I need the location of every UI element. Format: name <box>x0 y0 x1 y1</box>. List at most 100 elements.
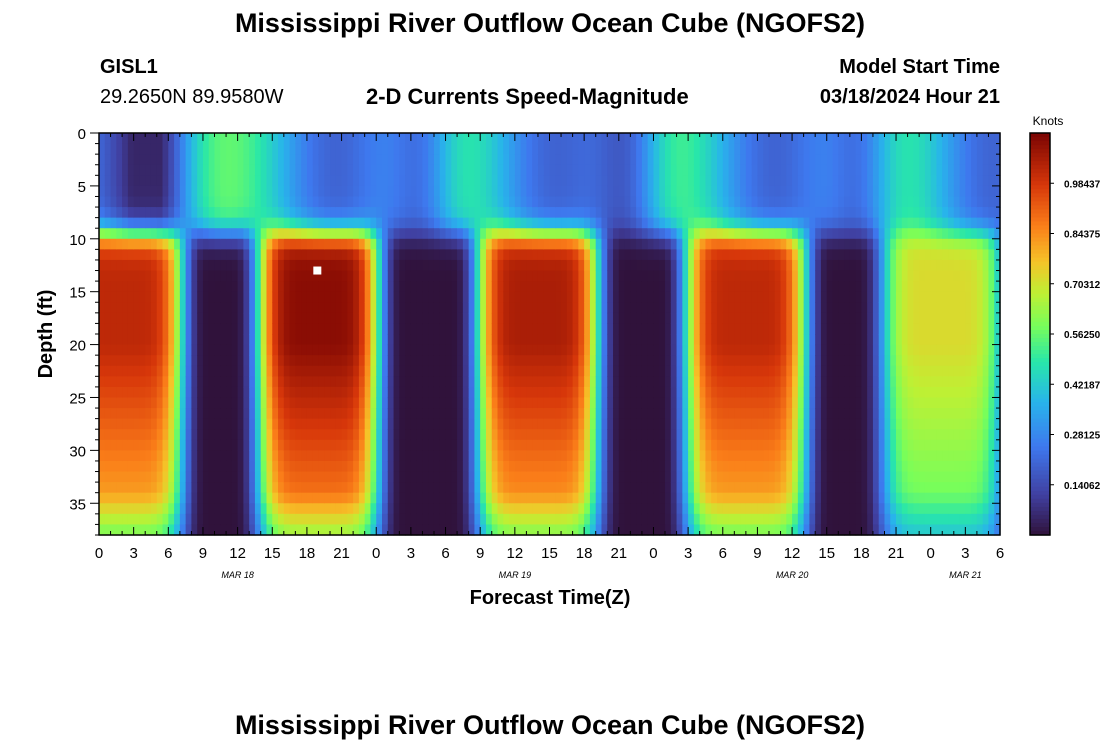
heatmap-cell <box>780 175 787 187</box>
heatmap-cell <box>728 439 735 451</box>
heatmap-cell <box>549 365 556 377</box>
heatmap-cell <box>711 185 718 198</box>
heatmap-cell <box>433 492 441 504</box>
heatmap-cell <box>324 513 331 526</box>
heatmap-cell <box>676 408 683 420</box>
heatmap-cell <box>711 259 718 272</box>
heatmap-cell <box>682 207 689 219</box>
heatmap-cell <box>133 217 141 229</box>
heatmap-cell <box>555 291 562 303</box>
heatmap-cell <box>815 365 822 377</box>
heatmap-cell <box>382 471 389 483</box>
heatmap-cell <box>745 408 753 420</box>
heatmap-cell <box>358 238 366 250</box>
heatmap-cell <box>318 482 325 494</box>
heatmap-cell <box>485 418 493 430</box>
heatmap-cell <box>150 513 158 526</box>
heatmap-cell <box>330 259 337 272</box>
heatmap-cell <box>410 249 418 261</box>
heatmap-cell <box>705 154 712 166</box>
heatmap-cell <box>249 154 256 166</box>
heatmap-cell <box>774 524 782 536</box>
heatmap-cell <box>659 281 666 293</box>
heatmap-cell <box>665 259 672 272</box>
heatmap-cell <box>422 503 429 515</box>
heatmap-cell <box>295 196 302 208</box>
heatmap-cell <box>676 259 683 272</box>
heatmap-cell <box>676 291 683 303</box>
heatmap-cell <box>751 164 759 176</box>
heatmap-cell <box>786 217 793 229</box>
heatmap-cell <box>682 344 689 356</box>
heatmap-cell <box>278 196 285 208</box>
heatmap-cell <box>572 492 579 504</box>
heatmap-cell <box>763 429 770 441</box>
heatmap-cell <box>740 460 747 473</box>
heatmap-cell <box>306 323 314 335</box>
heatmap-cell <box>809 154 816 166</box>
heatmap-cell <box>457 185 464 198</box>
heatmap-cell <box>376 482 383 494</box>
heatmap-cell <box>578 471 585 483</box>
heatmap-cell <box>364 217 372 229</box>
heatmap-cell <box>670 503 678 515</box>
heatmap-cell <box>168 418 175 430</box>
heatmap-cell <box>410 408 418 420</box>
heatmap-cell <box>549 471 556 483</box>
heatmap-cell <box>838 450 845 462</box>
heatmap-cell <box>537 259 545 272</box>
heatmap-cell <box>774 154 782 166</box>
heatmap-cell <box>688 249 695 261</box>
heatmap-cell <box>197 196 204 208</box>
heatmap-cell <box>618 418 626 430</box>
heatmap-cell <box>278 175 285 187</box>
heatmap-cell <box>295 344 302 356</box>
heatmap-cell <box>428 217 435 229</box>
heatmap-cell <box>647 355 655 367</box>
heatmap-cell <box>422 196 429 208</box>
heatmap-cell <box>578 376 585 388</box>
heatmap-cell <box>399 323 406 335</box>
heatmap-cell <box>584 291 591 303</box>
heatmap-cell <box>722 334 730 346</box>
heatmap-cell <box>324 418 331 430</box>
heatmap-cell <box>543 439 551 451</box>
heatmap-cell <box>740 355 747 367</box>
heatmap-cell <box>249 513 256 526</box>
heatmap-cell <box>237 439 244 451</box>
heatmap-cell <box>774 439 782 451</box>
heatmap-cell <box>491 281 499 293</box>
heatmap-cell <box>763 386 770 399</box>
heatmap-cell <box>272 397 279 409</box>
heatmap-cell <box>353 365 360 377</box>
heatmap-cell <box>133 133 141 145</box>
heatmap-cell <box>491 196 499 208</box>
heatmap-cell <box>330 143 337 155</box>
heatmap-cell <box>618 196 626 208</box>
heatmap-cell <box>699 334 707 346</box>
heatmap-cell <box>699 386 707 399</box>
heatmap-cell <box>474 259 481 272</box>
heatmap-cell <box>249 143 256 155</box>
heatmap-cell <box>670 302 678 314</box>
heatmap-cell <box>382 291 389 303</box>
heatmap-cell <box>520 460 527 473</box>
heatmap-cell <box>647 302 655 314</box>
heatmap-cell <box>433 154 441 166</box>
heatmap-cell <box>613 355 620 367</box>
heatmap-cell <box>745 429 753 441</box>
heatmap-cell <box>382 270 389 282</box>
heatmap-cell <box>133 259 141 272</box>
heatmap-cell <box>716 450 724 462</box>
heatmap-cell <box>572 429 579 441</box>
heatmap-cell <box>792 323 799 335</box>
heatmap-cell <box>382 429 389 441</box>
heatmap-cell <box>208 492 216 504</box>
heatmap-cell <box>306 408 314 420</box>
heatmap-cell <box>312 217 320 229</box>
heatmap-cell <box>792 164 799 176</box>
heatmap-cell <box>624 344 631 356</box>
heatmap-cell <box>595 133 603 145</box>
heatmap-cell <box>751 154 759 166</box>
heatmap-cell <box>358 175 366 187</box>
